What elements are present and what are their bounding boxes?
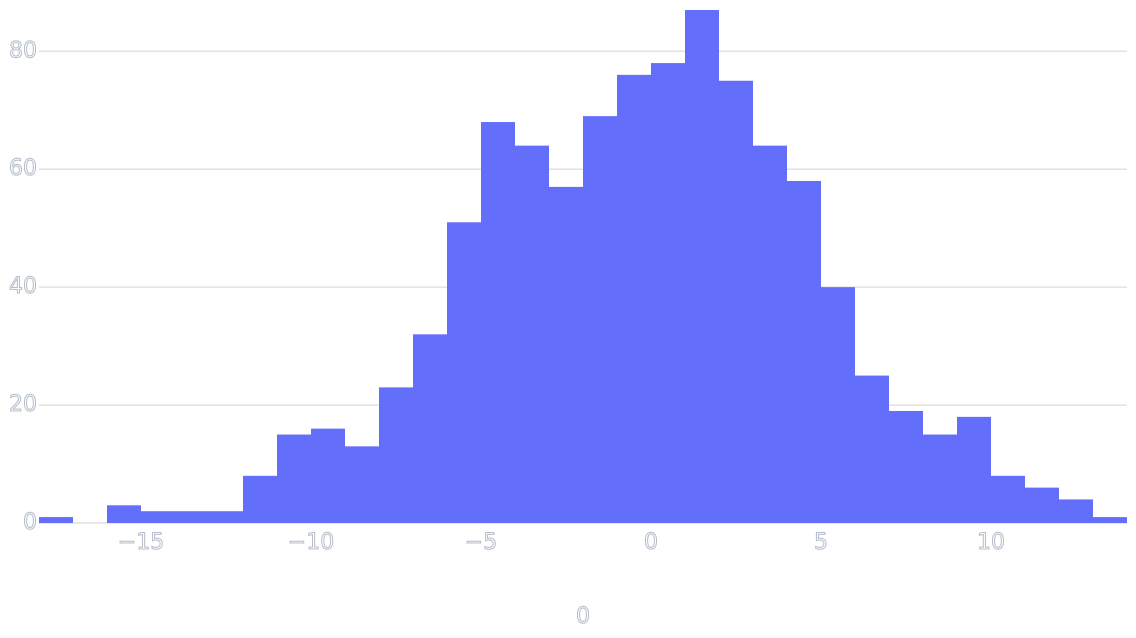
bar xyxy=(243,475,277,523)
bar xyxy=(685,10,719,523)
bar xyxy=(1059,499,1093,523)
bar xyxy=(617,74,651,524)
bar xyxy=(957,416,991,523)
x-tick-label: 0 xyxy=(644,530,658,555)
bar xyxy=(277,434,311,523)
bar xyxy=(991,475,1025,523)
y-tick-label: 0 xyxy=(23,510,37,535)
x-tick-label: 10 xyxy=(977,530,1005,555)
bar xyxy=(141,511,175,523)
bar xyxy=(175,511,209,523)
bar xyxy=(719,80,753,524)
bar xyxy=(345,446,379,523)
bar xyxy=(787,181,821,523)
bar xyxy=(549,186,583,523)
bar xyxy=(209,511,243,523)
bar xyxy=(1093,517,1127,523)
y-tick-label: 80 xyxy=(9,38,37,63)
x-tick-label: −15 xyxy=(118,530,164,555)
bar xyxy=(753,145,787,523)
bar xyxy=(515,145,549,523)
y-tick-label: 40 xyxy=(9,274,37,299)
bar xyxy=(447,222,481,523)
bar xyxy=(855,375,889,523)
bar xyxy=(923,434,957,523)
labels: 0 20 40 60 80 −15 −10 −5 0 5 10 xyxy=(9,38,1006,556)
bar xyxy=(311,428,345,523)
bar xyxy=(413,334,447,523)
bar xyxy=(651,63,685,523)
x-axis-title: 0 xyxy=(576,604,590,629)
bar xyxy=(821,287,855,523)
bar xyxy=(39,517,73,523)
bar xyxy=(379,387,413,523)
bar xyxy=(481,122,515,523)
y-tick-label: 60 xyxy=(9,156,37,181)
x-tick-label: −5 xyxy=(465,530,497,555)
bar xyxy=(583,116,617,523)
bar xyxy=(107,505,141,523)
y-tick-label: 20 xyxy=(9,392,37,417)
bar xyxy=(1025,487,1059,523)
x-tick-label: −10 xyxy=(288,530,334,555)
bar xyxy=(889,410,923,523)
bars xyxy=(39,10,1127,524)
x-tick-label: 5 xyxy=(814,530,828,555)
